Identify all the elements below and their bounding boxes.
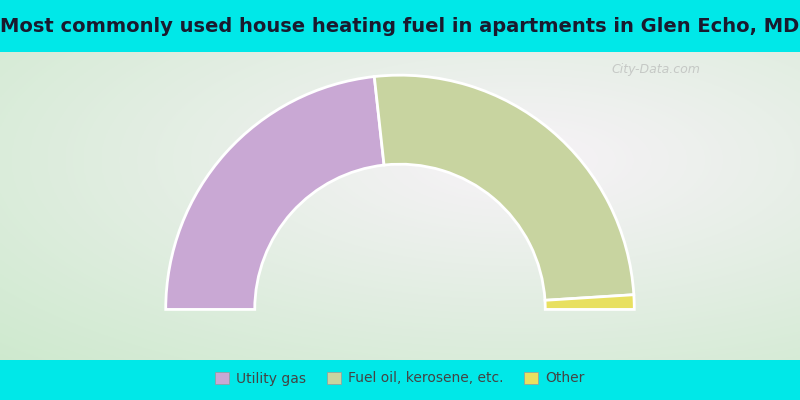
Text: City-Data.com: City-Data.com: [611, 64, 700, 76]
Text: Most commonly used house heating fuel in apartments in Glen Echo, MD: Most commonly used house heating fuel in…: [0, 16, 800, 36]
Wedge shape: [374, 75, 634, 300]
Wedge shape: [545, 295, 634, 310]
Legend: Utility gas, Fuel oil, kerosene, etc., Other: Utility gas, Fuel oil, kerosene, etc., O…: [210, 366, 590, 391]
Wedge shape: [166, 76, 384, 310]
